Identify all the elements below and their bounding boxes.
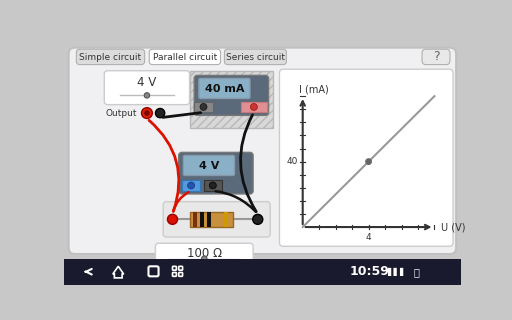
Bar bbox=[194, 101, 213, 112]
FancyBboxPatch shape bbox=[224, 49, 286, 65]
Bar bbox=[200, 212, 204, 227]
Circle shape bbox=[144, 111, 150, 116]
Circle shape bbox=[202, 256, 207, 261]
Bar bbox=[207, 212, 211, 227]
FancyBboxPatch shape bbox=[163, 202, 270, 237]
Circle shape bbox=[144, 93, 150, 98]
Circle shape bbox=[250, 103, 258, 110]
Text: 🔋: 🔋 bbox=[414, 267, 419, 277]
Text: ▌▌▌: ▌▌▌ bbox=[388, 267, 407, 276]
Text: 4 V: 4 V bbox=[199, 161, 219, 171]
Bar bbox=[224, 212, 228, 227]
Bar bbox=[189, 71, 273, 128]
Text: Parallel circuit: Parallel circuit bbox=[153, 53, 217, 62]
Bar bbox=[182, 180, 200, 191]
FancyBboxPatch shape bbox=[156, 243, 253, 265]
FancyBboxPatch shape bbox=[104, 71, 189, 105]
Text: U (V): U (V) bbox=[441, 222, 465, 232]
Text: 10:59: 10:59 bbox=[349, 265, 389, 278]
FancyBboxPatch shape bbox=[280, 69, 453, 246]
Text: Simple circuit: Simple circuit bbox=[79, 53, 141, 62]
Bar bbox=[203, 180, 222, 191]
FancyBboxPatch shape bbox=[183, 156, 234, 175]
FancyArrowPatch shape bbox=[163, 113, 201, 117]
Text: 40: 40 bbox=[287, 157, 298, 166]
Text: I (mA): I (mA) bbox=[299, 85, 329, 95]
FancyBboxPatch shape bbox=[69, 48, 456, 254]
Circle shape bbox=[209, 182, 216, 189]
Circle shape bbox=[253, 214, 263, 224]
FancyBboxPatch shape bbox=[199, 78, 250, 99]
Circle shape bbox=[167, 214, 178, 224]
Text: 40 mA: 40 mA bbox=[205, 84, 244, 94]
FancyBboxPatch shape bbox=[194, 75, 269, 116]
Circle shape bbox=[156, 108, 165, 118]
Text: 4: 4 bbox=[366, 233, 371, 242]
Text: 4 V: 4 V bbox=[137, 76, 157, 89]
Bar bbox=[64, 259, 461, 285]
Bar bbox=[194, 212, 197, 227]
FancyBboxPatch shape bbox=[422, 49, 450, 65]
FancyBboxPatch shape bbox=[76, 49, 144, 65]
Text: Output: Output bbox=[105, 108, 137, 117]
Circle shape bbox=[366, 159, 371, 164]
Text: Series circuit: Series circuit bbox=[226, 53, 285, 62]
Bar bbox=[241, 101, 267, 112]
FancyArrowPatch shape bbox=[241, 115, 256, 212]
FancyArrowPatch shape bbox=[173, 192, 188, 211]
Circle shape bbox=[187, 182, 195, 189]
FancyArrowPatch shape bbox=[216, 191, 256, 212]
Circle shape bbox=[200, 103, 207, 110]
FancyBboxPatch shape bbox=[179, 152, 253, 194]
Bar bbox=[189, 212, 233, 227]
FancyArrowPatch shape bbox=[149, 120, 179, 211]
Circle shape bbox=[141, 108, 153, 118]
Text: 100 Ω: 100 Ω bbox=[187, 247, 222, 260]
Text: ?: ? bbox=[433, 50, 439, 63]
FancyBboxPatch shape bbox=[150, 49, 221, 65]
